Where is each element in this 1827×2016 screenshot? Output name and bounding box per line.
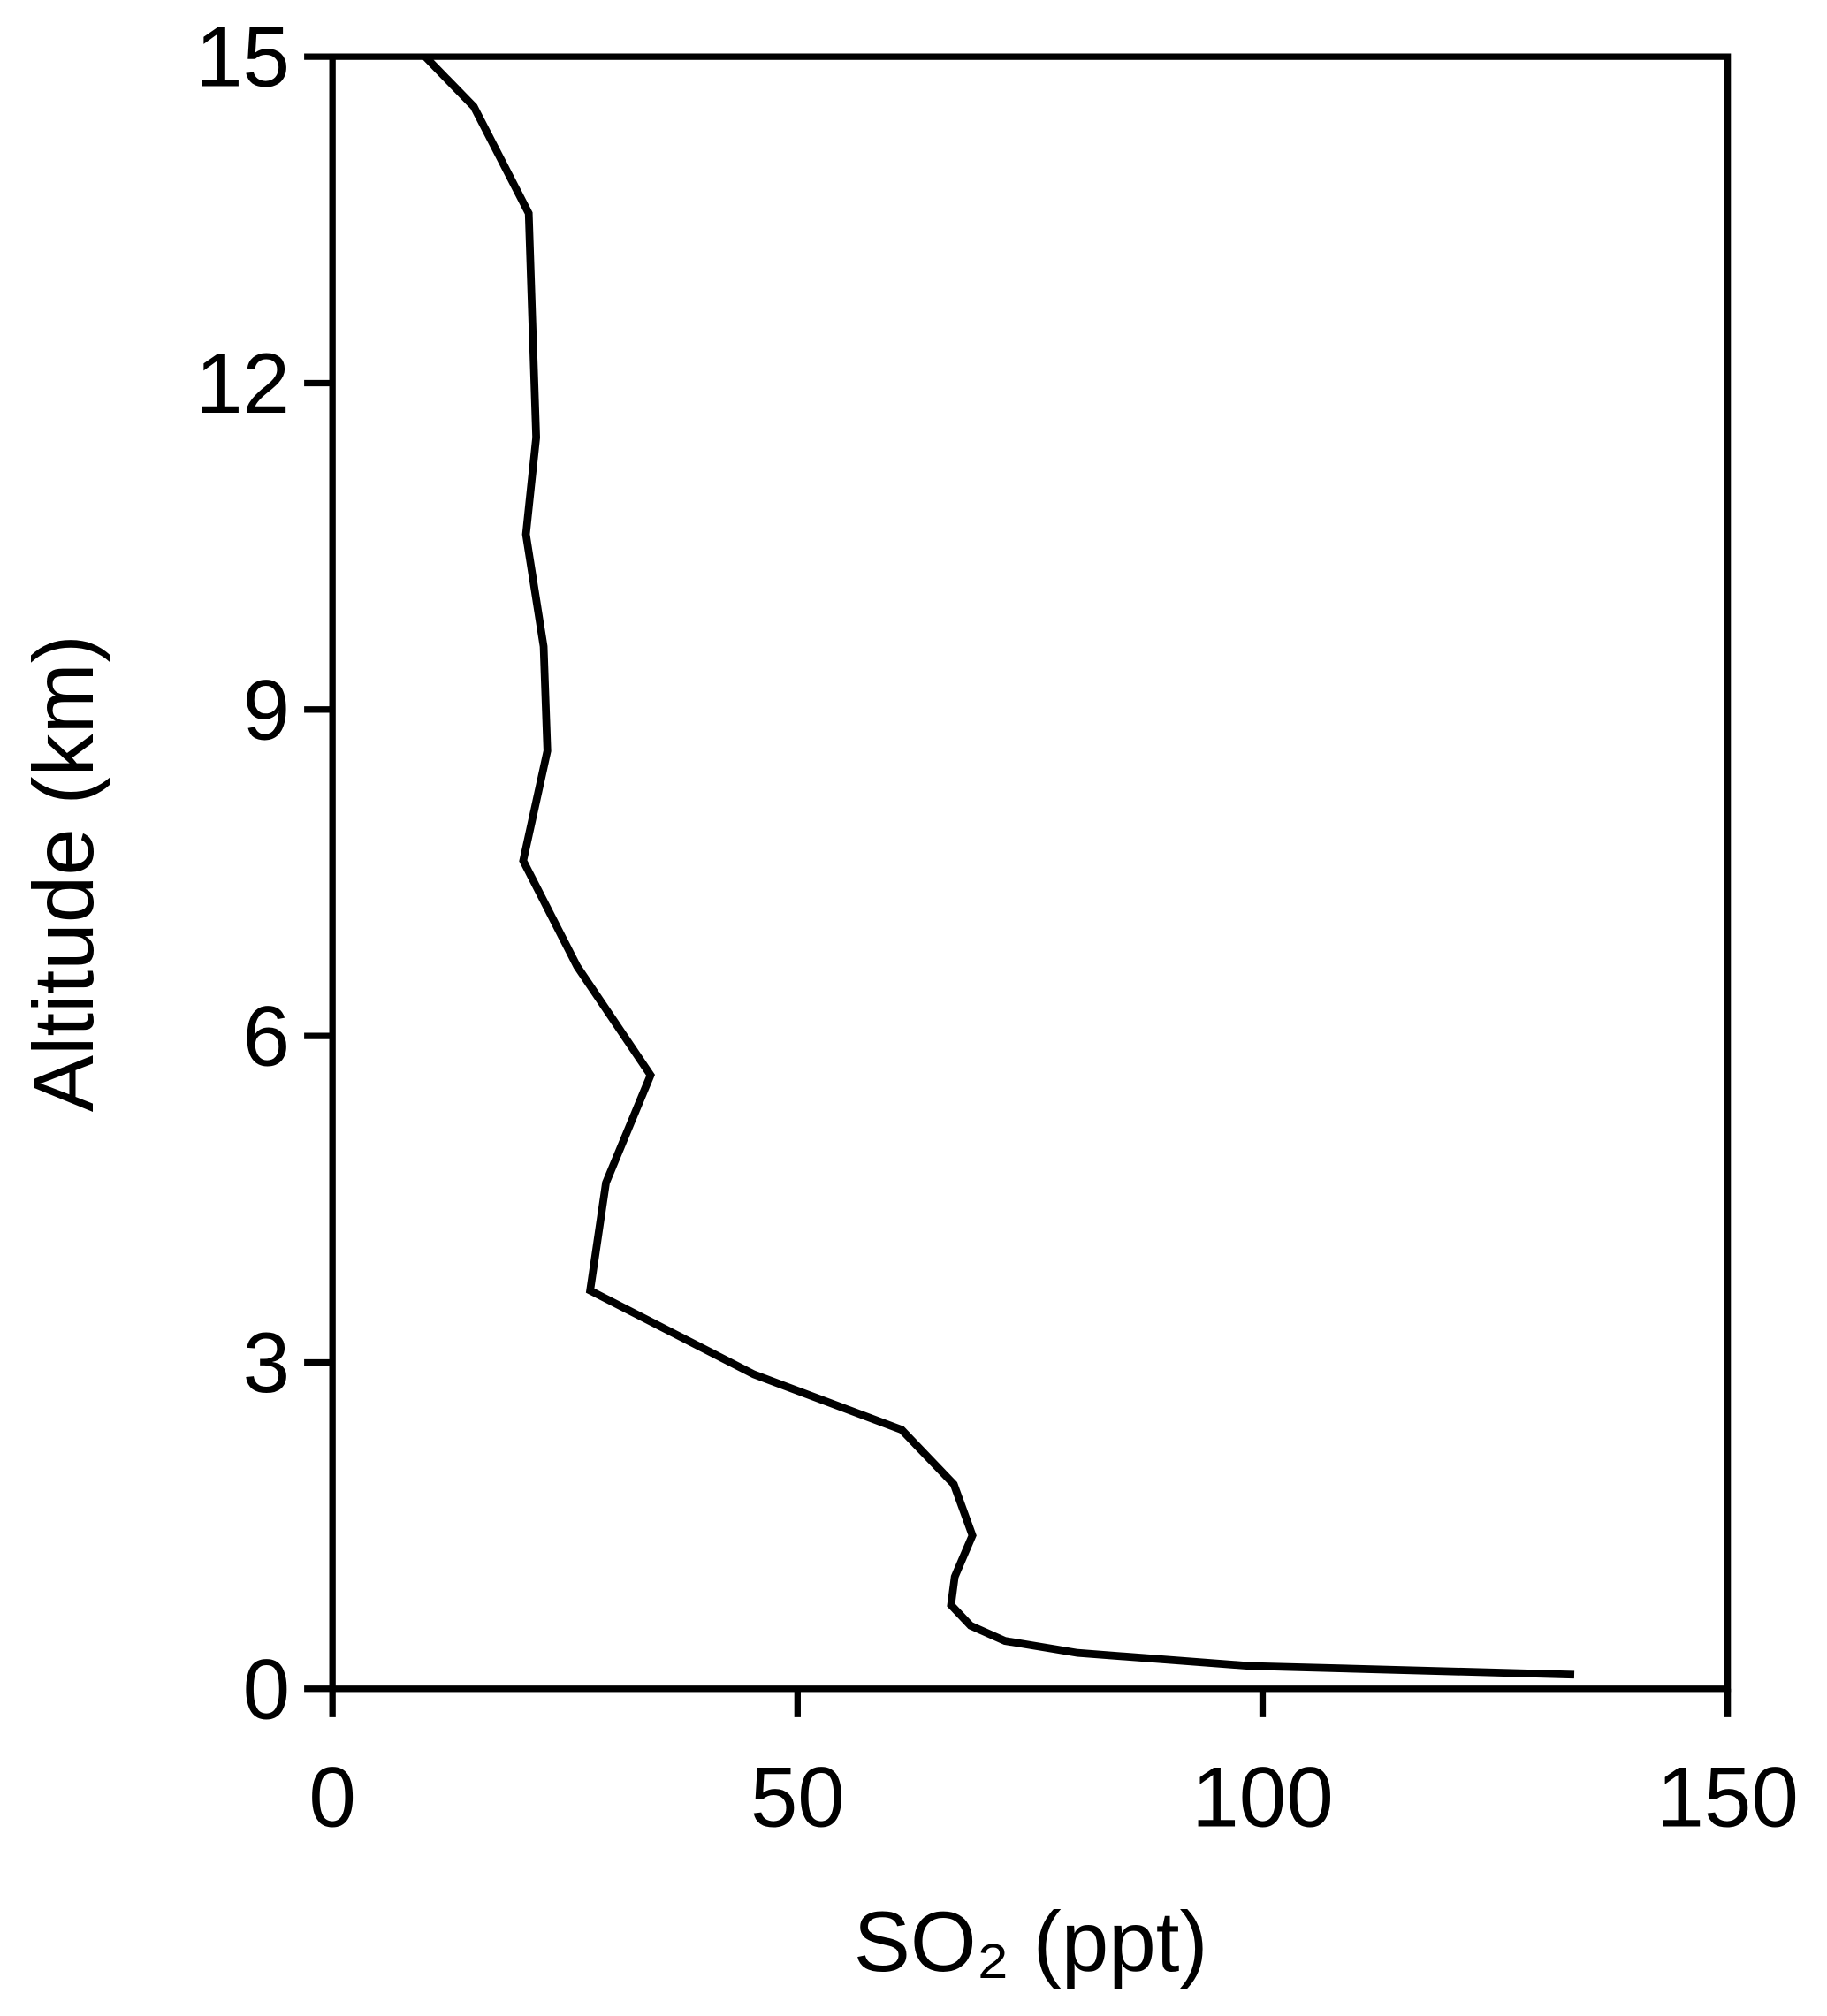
x-tick-label: 100 xyxy=(1191,1751,1334,1845)
x-axis-label: SO₂ (ppt) xyxy=(854,1895,1208,1989)
y-tick-label: 0 xyxy=(243,1642,290,1737)
y-tick-label: 9 xyxy=(243,663,290,757)
y-tick-label: 6 xyxy=(243,990,290,1084)
y-tick-label: 12 xyxy=(195,337,290,431)
plot-frame xyxy=(329,53,1732,1693)
x-tick-label: 150 xyxy=(1656,1751,1799,1845)
x-tick-label: 0 xyxy=(308,1751,356,1845)
data-line xyxy=(422,54,1575,1679)
y-axis-label: Altitude (km) xyxy=(17,635,111,1112)
y-tick-label: 15 xyxy=(195,11,290,105)
x-tick-label: 50 xyxy=(750,1751,845,1845)
y-tick-label: 3 xyxy=(243,1316,290,1411)
